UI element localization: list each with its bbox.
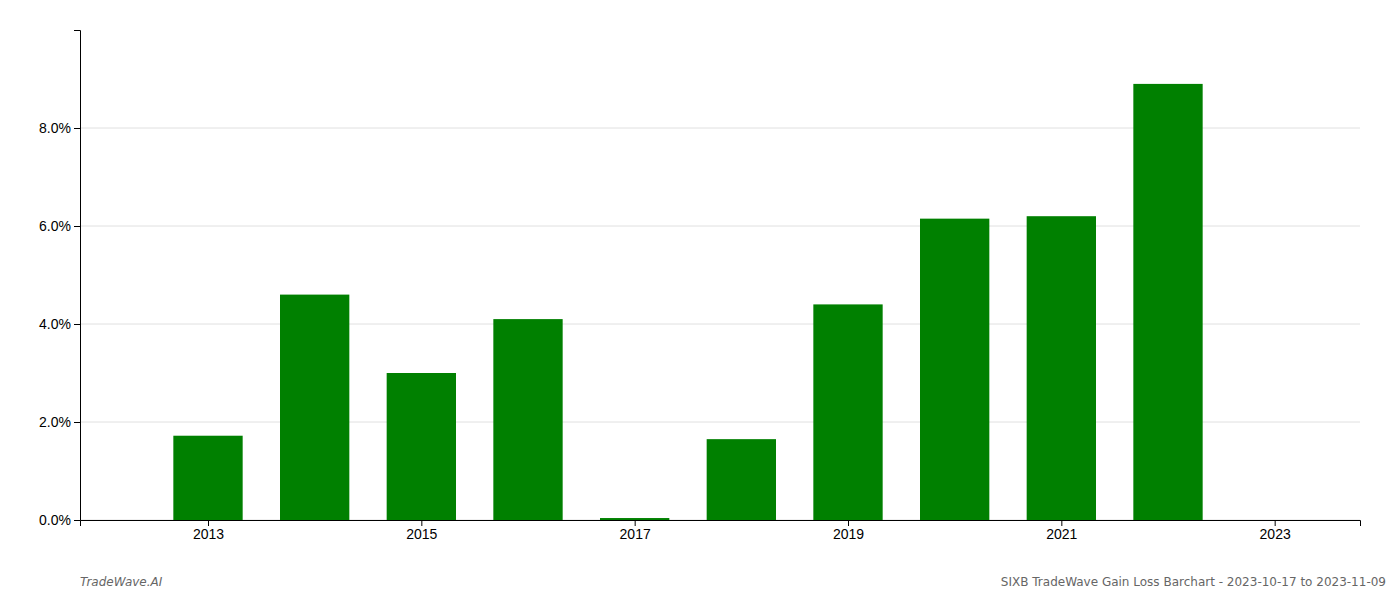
x-tick: 2021 bbox=[1046, 520, 1077, 542]
bar bbox=[600, 518, 669, 520]
x-tick: 2017 bbox=[620, 520, 651, 542]
x-tick: 2013 bbox=[193, 520, 224, 542]
bar bbox=[707, 439, 776, 520]
x-tick: 2019 bbox=[833, 520, 864, 542]
x-axis: 2013 2015 2017 2019 2021 2023 bbox=[81, 520, 1361, 542]
y-tick-mark bbox=[74, 422, 80, 423]
bar bbox=[493, 319, 562, 520]
y-tick-label: 6.0% bbox=[39, 218, 71, 234]
chart: 2013 2015 2017 2019 2021 2023 0.0% 2.0% 4.0% 6.0%… bbox=[0, 0, 1400, 600]
x-tick-label: 2015 bbox=[406, 526, 437, 542]
x-tick: 2015 bbox=[406, 520, 437, 542]
bar bbox=[280, 295, 349, 520]
bar bbox=[920, 219, 989, 520]
y-tick-label: 0.0% bbox=[39, 512, 71, 528]
y-tick: 2.0% bbox=[39, 414, 80, 430]
y-tick-mark bbox=[74, 520, 80, 521]
y-axis-line bbox=[74, 31, 81, 521]
y-tick-mark bbox=[74, 226, 80, 227]
footer-left: TradeWave.AI bbox=[80, 575, 163, 589]
x-tick: 2023 bbox=[1260, 520, 1291, 542]
footer-right: SIXB TradeWave Gain Loss Barchart - 2023… bbox=[1001, 575, 1386, 589]
y-tick: 0.0% bbox=[39, 512, 80, 528]
y-tick-label: 2.0% bbox=[39, 414, 71, 430]
bar bbox=[173, 436, 242, 520]
y-axis: 0.0% 2.0% 4.0% 6.0% 8.0% bbox=[39, 31, 80, 528]
x-tick-label: 2023 bbox=[1260, 526, 1291, 542]
x-tick-label: 2013 bbox=[193, 526, 224, 542]
bar bbox=[1133, 84, 1202, 520]
y-tick-label: 4.0% bbox=[39, 316, 71, 332]
x-tick-label: 2017 bbox=[620, 526, 651, 542]
bars bbox=[173, 84, 1202, 520]
bar bbox=[813, 304, 882, 520]
plot: 2013 2015 2017 2019 2021 2023 0.0% 2.0% 4.0% 6.0%… bbox=[39, 31, 1360, 542]
bar bbox=[387, 373, 456, 520]
y-tick-label: 8.0% bbox=[39, 120, 71, 136]
x-axis-line bbox=[81, 521, 1361, 527]
y-tick-mark bbox=[74, 128, 80, 129]
y-tick: 8.0% bbox=[39, 120, 80, 136]
y-tick: 6.0% bbox=[39, 218, 80, 234]
x-tick-label: 2019 bbox=[833, 526, 864, 542]
bar bbox=[1027, 216, 1096, 520]
x-tick-label: 2021 bbox=[1046, 526, 1077, 542]
y-tick-mark bbox=[74, 324, 80, 325]
y-tick: 4.0% bbox=[39, 316, 80, 332]
